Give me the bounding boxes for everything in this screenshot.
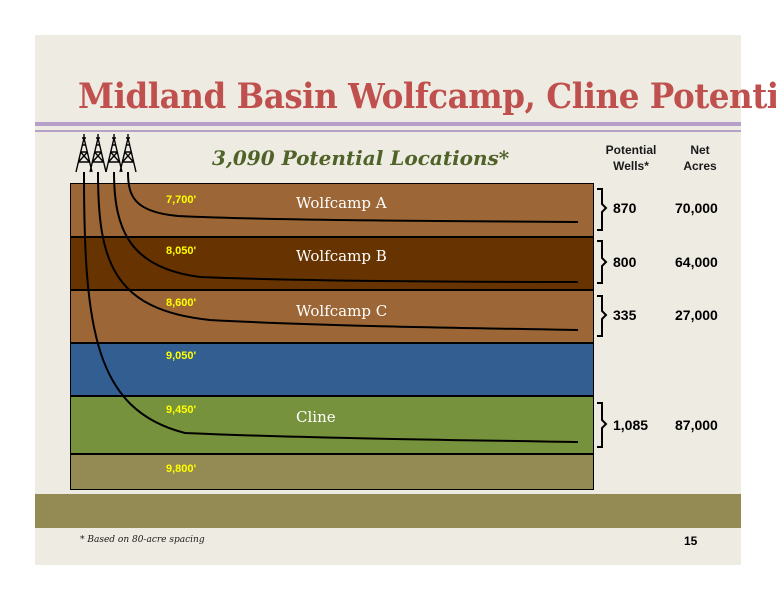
title-divider-thick [35,122,741,126]
depth-label: 7,700' [166,194,197,206]
footnote: * Based on 80-acre spacing [80,535,205,545]
oil-derrick-icon [75,134,93,173]
wellbore-wolfcamp-c [97,171,579,331]
brace-cline [597,402,608,448]
layer-shale [70,343,594,396]
column-header-net-acres: Net Acres [672,142,728,174]
net-acres-value: 64,000 [675,254,718,270]
layer-wolfcamp-c [70,290,594,343]
depth-label: 9,450' [166,404,197,416]
potential-wells-value: 335 [613,307,637,323]
column-header-line: Net [690,143,710,157]
depth-label: 8,050' [166,245,197,257]
wellbore-wolfcamp-b [113,171,579,283]
column-header-line: Potential [605,143,657,157]
subtitle: 3,090 Potential Locations* [212,146,510,170]
column-header-line: Acres [683,159,717,173]
wellbore-wolfcamp-a [127,171,579,223]
potential-wells-value: 870 [613,200,637,216]
brace-wolfcamp-a [597,188,608,231]
page-title: Midland Basin Wolfcamp, Cline Potential [78,76,776,117]
zone-label-wolfcamp-c: Wolfcamp C [296,302,388,320]
layer-base [70,454,594,490]
depth-label: 9,800' [166,463,197,475]
zone-label-wolfcamp-a: Wolfcamp A [296,194,387,212]
oil-derrick-icon [89,134,107,173]
net-acres-value: 87,000 [675,417,718,433]
oil-derrick-icon [105,134,123,173]
title-divider-thin [35,130,741,132]
net-acres-value: 27,000 [675,307,718,323]
net-acres-value: 70,000 [675,200,718,216]
zone-label-cline: Cline [296,408,336,426]
column-header-line: Wells* [613,159,649,173]
wellbore-cline [83,171,579,443]
depth-label: 8,600' [166,297,197,309]
oil-derrick-icon [119,134,137,173]
bottom-band [35,494,741,528]
page-number: 15 [684,534,698,548]
zone-label-wolfcamp-b: Wolfcamp B [296,247,387,265]
layer-cline [70,396,594,454]
depth-label: 9,050' [166,350,197,362]
brace-wolfcamp-b [597,240,608,284]
brace-wolfcamp-c [597,295,608,337]
column-header-potential-wells: Potential Wells* [600,142,662,174]
potential-wells-value: 1,085 [613,417,649,433]
layer-wolfcamp-a [70,183,594,237]
potential-wells-value: 800 [613,254,637,270]
